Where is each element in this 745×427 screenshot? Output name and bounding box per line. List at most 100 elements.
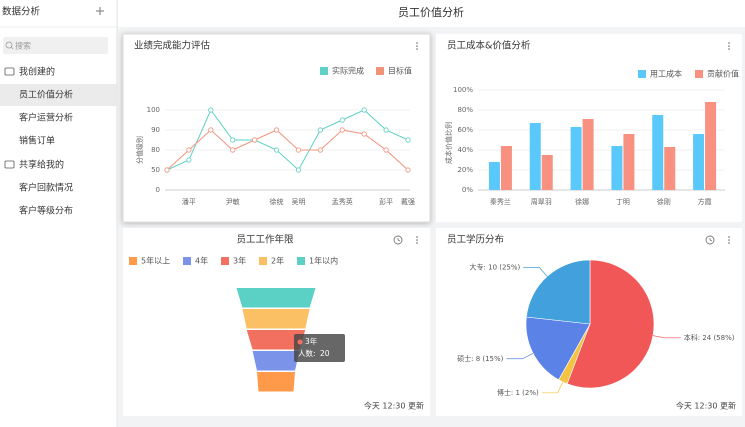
series-line — [166, 109, 409, 171]
x-tick-label: 方霞 — [698, 197, 712, 206]
history-icon[interactable] — [393, 235, 403, 245]
y-tick-label: 20% — [457, 166, 473, 174]
label-line — [506, 352, 534, 360]
menu-dot — [416, 42, 418, 44]
legend-label: 贡献价值 — [707, 69, 739, 79]
legend-swatch — [183, 257, 191, 265]
series-line — [166, 129, 409, 171]
point — [383, 127, 389, 133]
page-title: 员工价值分析 — [398, 5, 464, 19]
y-axis-label: 分值级别 — [135, 136, 144, 164]
sidebar — [0, 0, 117, 427]
y-tick-label: 0 — [156, 186, 160, 194]
x-tick-label: 丁明 — [616, 198, 630, 206]
x-tick-label: 尹敏 — [226, 197, 240, 206]
point — [405, 137, 411, 143]
menu-dot — [728, 45, 730, 47]
bar — [529, 123, 541, 190]
menu-dot — [416, 236, 418, 238]
menu-item[interactable]: 客户等级分布 — [19, 205, 73, 217]
x-tick-label: 孟秀英 — [332, 197, 353, 206]
menu-item[interactable]: 客户回款情况 — [19, 182, 73, 194]
x-tick-label: 徐统 — [270, 197, 284, 206]
menu-item[interactable]: 员工价值分析 — [19, 89, 73, 101]
y-tick-label: 60% — [457, 126, 473, 134]
menu-dot — [416, 242, 418, 244]
legend-swatch — [376, 67, 384, 75]
history-hand — [397, 238, 401, 242]
bar — [705, 102, 717, 190]
sidebar-title: 数据分析 — [2, 6, 41, 18]
tooltip-category: 3年 — [305, 336, 318, 346]
legend-swatch — [129, 257, 137, 265]
point — [186, 157, 192, 163]
funnel-segment — [246, 330, 306, 350]
bar — [500, 146, 512, 190]
group-label[interactable]: 共享给我的 — [19, 159, 64, 171]
y-tick-label: 100 — [147, 106, 160, 114]
slice-label: 硕士: 8 (15%) — [457, 354, 504, 363]
legend-label: 目标值 — [388, 66, 412, 76]
point — [339, 117, 345, 123]
menu-item[interactable]: 客户运营分析 — [19, 112, 73, 124]
point — [383, 147, 389, 153]
search-placeholder: 搜索 — [15, 41, 31, 51]
bar — [541, 155, 553, 190]
history-hand — [709, 238, 713, 242]
panel-title: 员工工作年限 — [236, 234, 294, 246]
point — [295, 147, 302, 153]
search-box[interactable]: 搜索 — [3, 37, 108, 54]
y-tick-label: 40% — [457, 146, 473, 154]
legend-swatch — [259, 257, 267, 265]
menu-dot — [728, 239, 730, 241]
group-icon — [4, 67, 15, 76]
add-button[interactable] — [96, 7, 104, 15]
legend-swatch — [638, 70, 646, 78]
menu-dot — [728, 242, 730, 244]
label-line — [541, 381, 564, 394]
y-tick-label: 0% — [462, 186, 473, 194]
funnel-segment — [256, 372, 296, 392]
header — [118, 0, 745, 27]
legend-swatch — [297, 257, 305, 265]
panel-title: 业绩完成能力评估 — [134, 40, 211, 52]
history-icon[interactable] — [705, 235, 715, 245]
point — [164, 167, 170, 173]
bar — [623, 134, 635, 190]
point — [273, 127, 280, 133]
group-label[interactable]: 我创建的 — [19, 66, 55, 78]
legend-label: 5年以上 — [141, 256, 170, 266]
tooltip-label: 人数: — [298, 348, 316, 358]
point — [208, 107, 214, 113]
bar — [693, 134, 705, 190]
menu-item[interactable]: 销售订单 — [19, 135, 55, 147]
funnel-segment — [252, 351, 300, 371]
point — [361, 131, 367, 137]
panel-title: 员工成本&价值分析 — [447, 40, 531, 52]
y-axis-label: 成本价值比例 — [444, 122, 453, 164]
point — [252, 137, 258, 143]
legend-label: 4年 — [195, 256, 208, 266]
slice-label: 博士: 1 (2%) — [497, 388, 539, 397]
selected-item-bg — [0, 84, 117, 106]
x-tick-label: 周翠羽 — [531, 198, 552, 206]
point — [273, 147, 280, 153]
y-tick-label: 50 — [151, 166, 160, 174]
y-tick-label: 100% — [453, 86, 473, 94]
y-tick-label: 90 — [151, 126, 160, 134]
menu-dot — [728, 48, 730, 50]
bar — [570, 127, 582, 190]
slice-label: 大专: 10 (25%) — [470, 262, 521, 271]
panel-title: 员工学历分布 — [447, 234, 504, 246]
point — [317, 147, 323, 153]
x-tick-label: 戴强 — [401, 197, 415, 206]
pie-slice — [526, 259, 591, 325]
legend-label: 用工成本 — [650, 69, 682, 79]
label-line — [523, 267, 548, 277]
x-tick-label: 吴明 — [291, 198, 305, 206]
point — [361, 107, 367, 113]
legend-label: 1年以内 — [309, 256, 338, 266]
funnel-segment — [236, 288, 316, 308]
